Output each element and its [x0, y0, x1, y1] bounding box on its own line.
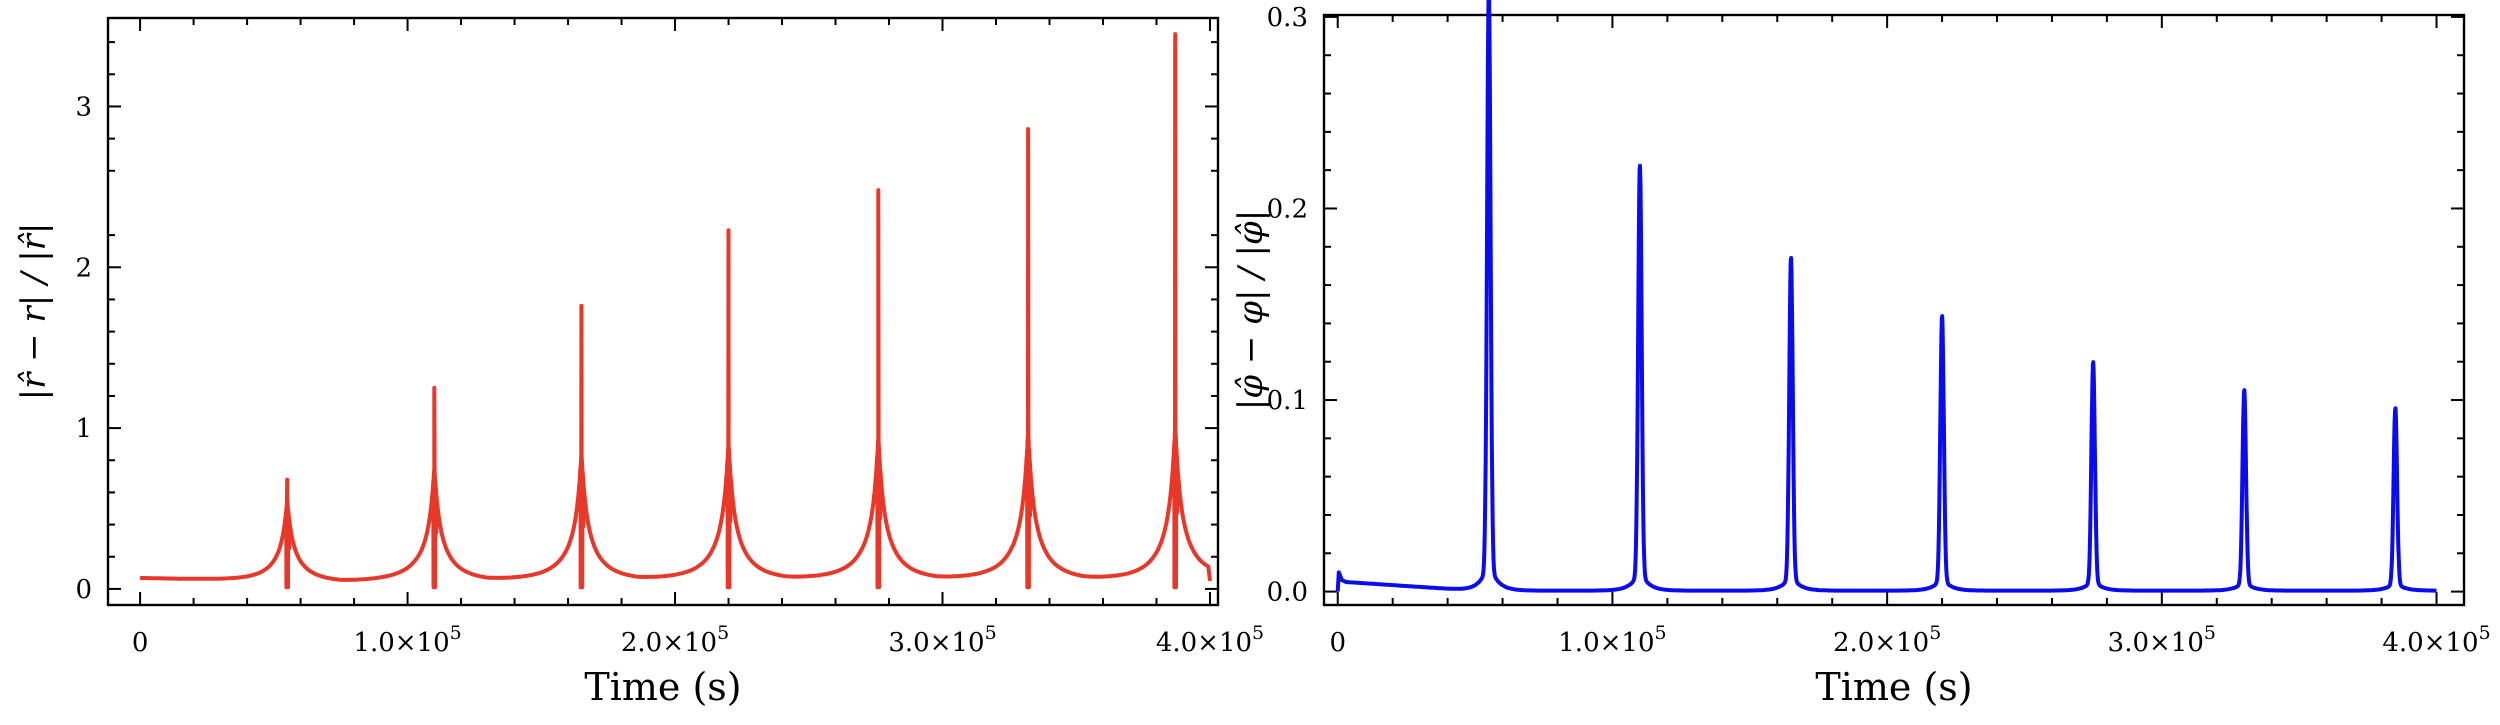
x-tick-label: 0: [1329, 628, 1346, 658]
x-tick-mantissa: 3.0×10: [888, 628, 984, 658]
x-tick-label: 1.0×105: [353, 622, 461, 658]
x-tick-mantissa: 2.0×10: [1833, 628, 1929, 658]
plot-frame: [106, 16, 1220, 607]
x-tick-mantissa: 2.0×10: [621, 628, 717, 658]
y-tick-label: 0.2: [1267, 194, 1308, 224]
y-tick-label: 0.3: [1267, 3, 1308, 33]
x-tick-exponent: 5: [985, 622, 997, 644]
x-tick-label: 2.0×105: [1833, 622, 1941, 658]
x-tick-label: 0: [132, 628, 149, 658]
x-axis-title: Time (s): [1815, 665, 1972, 709]
x-tick-mantissa: 4.0×10: [2382, 628, 2478, 658]
x-axis-title: Time (s): [584, 665, 741, 709]
x-tick-mantissa: 0: [132, 628, 149, 658]
plot-frame: [1322, 13, 2466, 607]
series-line: [1335, 0, 2437, 593]
x-tick-label: 3.0×105: [2108, 622, 2216, 658]
y-tick-label: 0.1: [1267, 386, 1308, 416]
x-tick-mantissa: 1.0×10: [353, 628, 449, 658]
x-tick-exponent: 5: [2479, 622, 2491, 644]
x-tick-exponent: 5: [450, 622, 462, 644]
right-panel-angle-error: 0 1.0×105 2.0×105 3.0×105 4.0×1050.00.10.20.…: [1231, 0, 2491, 709]
x-tick-label: 4.0×105: [2382, 622, 2490, 658]
x-tick-exponent: 5: [1929, 622, 1941, 644]
x-tick-label: 4.0×105: [1156, 622, 1264, 658]
y-tick-label: 0: [75, 575, 92, 605]
x-tick-mantissa: 3.0×10: [2108, 628, 2204, 658]
x-tick-exponent: 5: [2204, 622, 2216, 644]
y-tick-label: 3: [75, 92, 92, 122]
y-axis-title: |φ̂ − φ| / |φ̂|: [1231, 210, 1271, 410]
x-tick-label: 3.0×105: [888, 622, 996, 658]
y-tick-label: 2: [75, 253, 92, 283]
x-tick-label: 2.0×105: [621, 622, 729, 658]
y-axis-title: |r̂ − r| / |r̂|: [14, 223, 54, 401]
x-tick-label: 1.0×105: [1558, 622, 1666, 658]
x-tick-exponent: 5: [717, 622, 729, 644]
x-tick-mantissa: 0: [1329, 628, 1346, 658]
y-tick-label: 0.0: [1267, 578, 1308, 608]
series-line: [140, 32, 1212, 590]
y-tick-label: 1: [75, 414, 92, 444]
x-tick-mantissa: 4.0×10: [1156, 628, 1252, 658]
x-tick-exponent: 5: [1654, 622, 1666, 644]
x-tick-exponent: 5: [1252, 622, 1264, 644]
x-tick-mantissa: 1.0×10: [1558, 628, 1654, 658]
